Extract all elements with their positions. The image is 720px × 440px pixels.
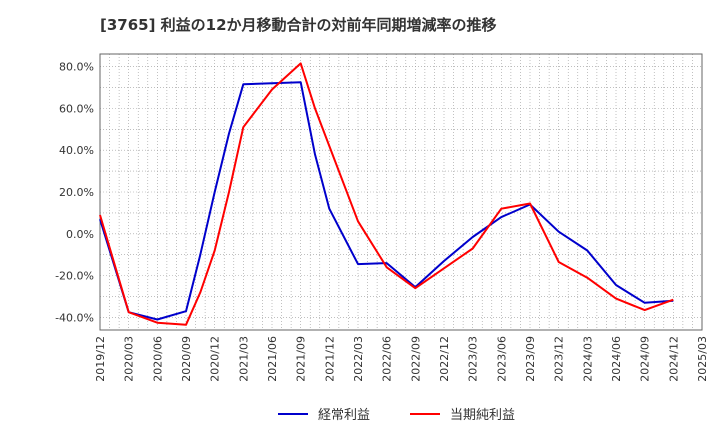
plot-frame xyxy=(99,53,703,331)
x-axis: 2019/12 2020/03 2020/06 2020/09 2020/12 2021/… xyxy=(94,336,709,382)
legend-label-2: 当期純利益 xyxy=(450,408,515,423)
y-tick-label: -20.0% xyxy=(55,270,94,283)
y-tick-label: 80.0% xyxy=(59,61,94,74)
x-tick-label: 2020/06 xyxy=(151,336,164,382)
x-tick-label: 2021/12 xyxy=(323,336,336,382)
x-tick-label: 2021/09 xyxy=(295,336,308,382)
x-tick-label: 2024/09 xyxy=(639,336,652,382)
y-tick-label: 60.0% xyxy=(59,102,94,115)
series-line-1 xyxy=(99,81,674,321)
x-tick-label: 2025/03 xyxy=(696,336,709,382)
x-tick-label: 2021/06 xyxy=(266,336,279,382)
x-tick-label: 2022/09 xyxy=(409,336,422,382)
x-tick-label: 2019/12 xyxy=(94,336,107,382)
x-tick-label: 2023/09 xyxy=(524,336,537,382)
y-tick-label: 0.0% xyxy=(66,228,94,241)
x-tick-label: 2024/06 xyxy=(610,336,623,382)
legend-label-1: 経常利益 xyxy=(318,408,370,423)
x-tick-label: 2020/09 xyxy=(180,336,193,382)
chart-title: [3765] 利益の12か月移動合計の対前年同期増減率の推移 xyxy=(100,16,497,34)
x-tick-label: 2022/06 xyxy=(381,336,394,382)
x-tick-label: 2023/03 xyxy=(467,336,480,382)
x-tick-label: 2020/03 xyxy=(123,336,136,382)
grid xyxy=(100,54,702,330)
y-tick-label: 40.0% xyxy=(59,144,94,157)
y-axis: -40.0% -20.0% 0.0% 20.0% 40.0% 60.0% 80.0% xyxy=(55,61,94,325)
x-tick-label: 2024/12 xyxy=(667,336,680,382)
x-tick-label: 2021/03 xyxy=(237,336,250,382)
y-tick-label: 20.0% xyxy=(59,186,94,199)
x-tick-label: 2022/03 xyxy=(352,336,365,382)
x-tick-label: 2023/12 xyxy=(553,336,566,382)
series xyxy=(99,62,674,326)
x-tick-label: 2023/06 xyxy=(495,336,508,382)
x-tick-label: 2020/12 xyxy=(209,336,222,382)
series-line-2 xyxy=(99,62,674,326)
x-tick-label: 2024/03 xyxy=(581,336,594,382)
y-tick-label: -40.0% xyxy=(55,311,94,324)
x-tick-label: 2022/12 xyxy=(438,336,451,382)
legend: 経常利益 当期純利益 xyxy=(278,408,515,423)
